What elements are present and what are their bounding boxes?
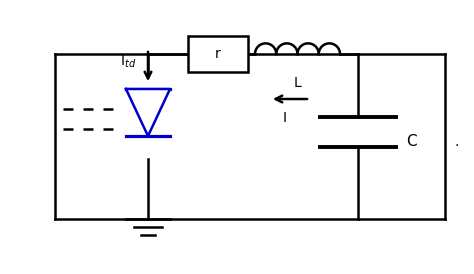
Bar (188, 36, 248, 72)
Text: L: L (293, 76, 301, 90)
Text: C: C (406, 134, 417, 149)
Text: I: I (283, 111, 287, 125)
Text: r: r (215, 47, 221, 61)
Polygon shape (126, 89, 170, 136)
Text: .: . (455, 135, 459, 149)
Text: I$_{td}$: I$_{td}$ (120, 54, 136, 70)
